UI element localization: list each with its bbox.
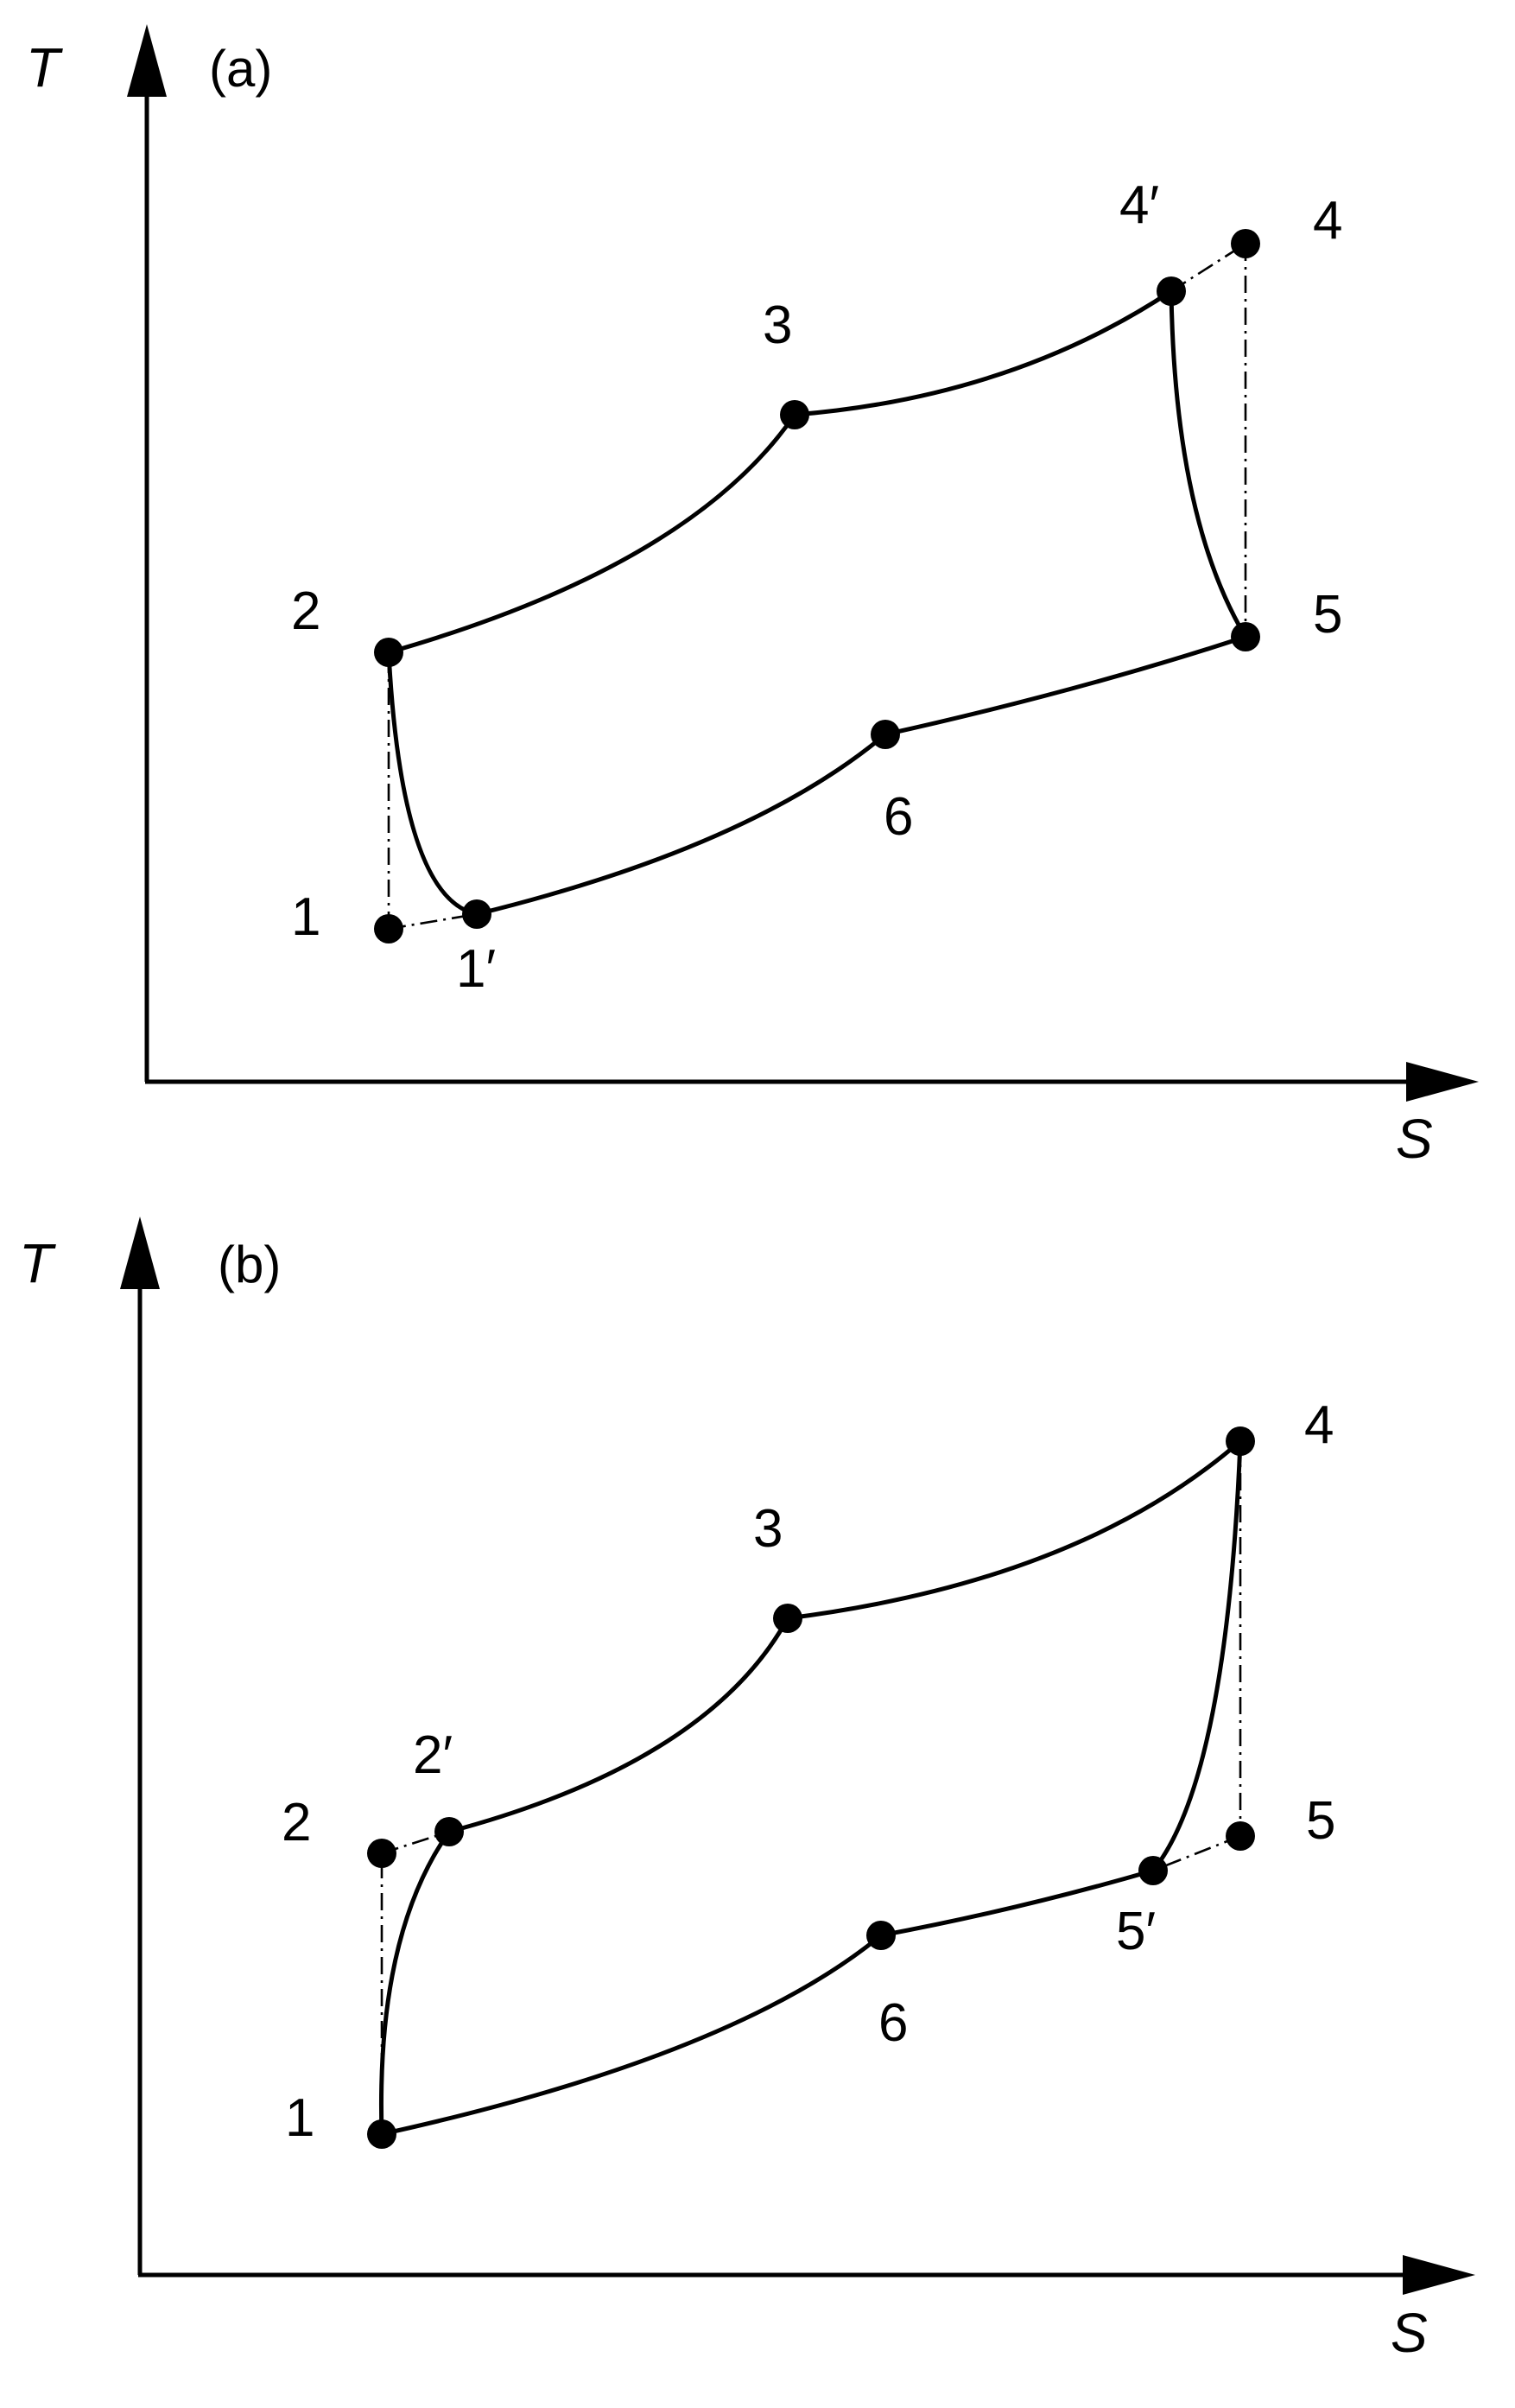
panel-a-label-6: 6 <box>884 787 913 847</box>
panel-a-label-5: 5 <box>1313 585 1342 645</box>
panel-b-label-5prime: 5′ <box>1116 1902 1156 1961</box>
panel-b-ideal-5-5prime <box>1152 1834 1241 1872</box>
panel-b-point-5 <box>1226 1821 1255 1851</box>
panel-b-point-2 <box>367 1839 396 1868</box>
panel-a-point-6 <box>871 720 900 749</box>
panel-a-process-6-1prime <box>474 732 888 917</box>
panel-a-point-1prime <box>462 899 491 929</box>
panel-a-process-3-4prime <box>792 289 1174 417</box>
panel-b: T S (b) 1 2 2′ 3 4 5 5′ 6 <box>19 1217 1475 2364</box>
panel-b-process-3-4 <box>785 1439 1243 1621</box>
panel-b-point-1 <box>367 2119 396 2149</box>
panel-b-label-5: 5 <box>1306 1791 1335 1851</box>
panel-b-y-arrow <box>120 1217 160 1289</box>
panel-b-point-4 <box>1226 1426 1255 1456</box>
panel-a-label-1prime: 1′ <box>456 939 496 999</box>
panel-b-point-6 <box>866 1921 896 1950</box>
panel-a-ideal-1-1prime <box>388 912 478 931</box>
panel-a-process-2-3 <box>386 412 797 655</box>
panel-a-y-label: T <box>26 36 63 98</box>
panel-b-point-2prime <box>434 1817 464 1846</box>
panel-b-process-2prime-3 <box>447 1616 790 1834</box>
panel-a-y-arrow <box>127 24 167 97</box>
panel-b-label: (b) <box>218 1236 281 1293</box>
panel-a-label-2: 2 <box>291 581 320 641</box>
panel-a-label-3: 3 <box>763 295 792 355</box>
panel-b-x-label: S <box>1391 2302 1428 2364</box>
panel-b-y-label: T <box>19 1232 56 1294</box>
panel-a-x-label: S <box>1396 1108 1433 1170</box>
panel-a-point-1 <box>374 914 403 944</box>
panel-a-process-1prime-2 <box>386 650 479 917</box>
panel-b-process-4-5prime <box>1151 1439 1243 1873</box>
panel-b-label-4: 4 <box>1304 1395 1334 1455</box>
panel-b-label-6: 6 <box>878 1993 908 2053</box>
panel-a-label-1: 1 <box>291 887 320 947</box>
panel-a-ideal-4prime-4 <box>1170 242 1246 293</box>
panel-b-label-1: 1 <box>285 2088 314 2148</box>
panel-b-label-3: 3 <box>753 1499 783 1559</box>
panel-a: T S (a) 1 1′ 2 3 4′ 4 5 6 <box>26 24 1479 1170</box>
panel-a-point-3 <box>780 400 809 429</box>
panel-a-point-4 <box>1231 229 1260 258</box>
panel-a-point-5 <box>1231 622 1260 651</box>
panel-a-x-arrow <box>1406 1062 1479 1102</box>
panel-b-label-2prime: 2′ <box>413 1725 453 1785</box>
panel-b-label-2: 2 <box>282 1793 311 1852</box>
panel-b-process-6-1 <box>379 1933 884 2137</box>
panel-a-process-4prime-5 <box>1169 289 1248 639</box>
panel-b-process-5prime-6 <box>878 1868 1156 1938</box>
panel-a-label-4prime: 4′ <box>1119 175 1159 235</box>
panel-a-point-2 <box>374 638 403 667</box>
panel-b-point-5prime <box>1138 1856 1168 1885</box>
panel-b-point-3 <box>773 1604 802 1633</box>
panel-a-point-4prime <box>1157 276 1186 306</box>
panel-b-process-1-2prime <box>379 1829 452 2137</box>
panel-b-x-arrow <box>1403 2255 1475 2295</box>
panel-a-process-5-6 <box>883 634 1248 737</box>
panel-a-label-4: 4 <box>1313 191 1342 251</box>
panel-a-label: (a) <box>209 40 272 98</box>
